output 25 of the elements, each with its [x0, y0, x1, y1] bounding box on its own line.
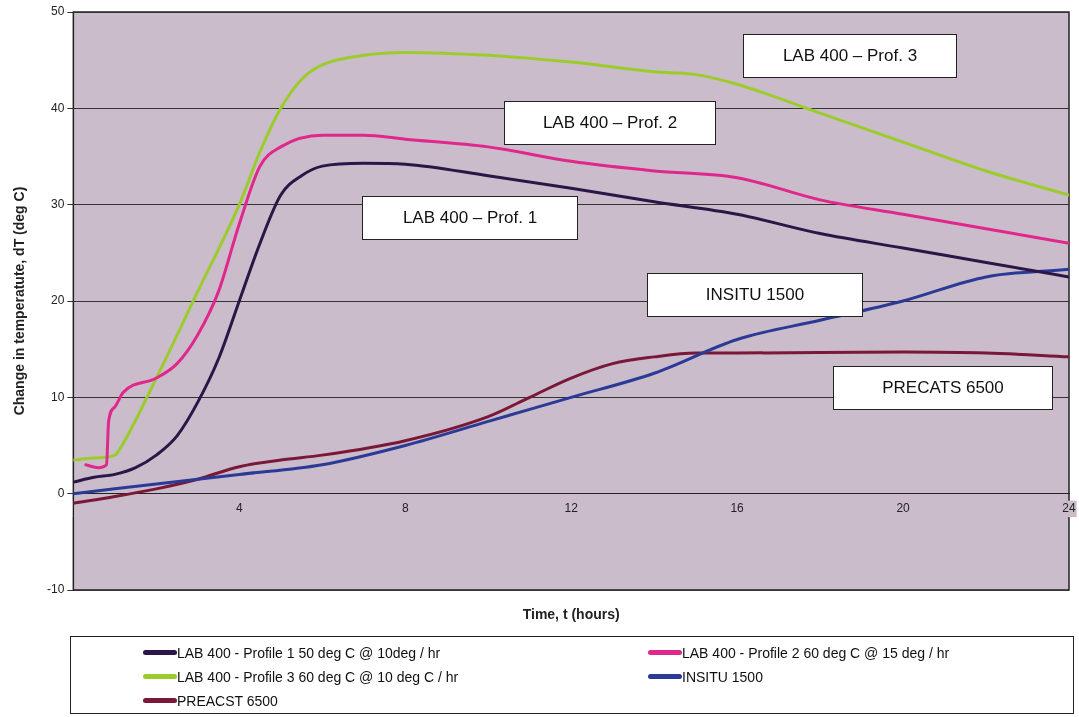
x-tick-label: 4 [235, 501, 243, 516]
y-tick-label: 0 [57, 485, 65, 500]
x-axis-title: Time, t (hours) [522, 605, 620, 622]
x-tick-label: 20 [896, 501, 911, 516]
note-box: LAB 400 – Prof. 3 [743, 34, 957, 78]
legend-label: LAB 400 - Profile 2 60 deg C @ 15 deg / hr [682, 644, 950, 661]
y-tick-label: 10 [50, 389, 65, 404]
x-tick-label: 24 [1062, 501, 1076, 516]
note-box: PRECATS 6500 [833, 366, 1053, 410]
legend-label: PREACST 6500 [177, 692, 278, 709]
x-tick-label: 8 [401, 501, 409, 516]
y-tick-label: 50 [50, 4, 65, 19]
x-tick-label: 16 [730, 501, 745, 516]
legend-label: INSITU 1500 [682, 668, 763, 685]
legend-label: LAB 400 - Profile 1 50 deg C @ 10deg / hr [177, 644, 441, 661]
note-box: INSITU 1500 [647, 273, 863, 317]
y-axis-title: Change in temperatute, dT (deg C) [10, 186, 27, 416]
y-tick-label: 20 [50, 293, 65, 308]
x-tick-label: 12 [564, 501, 579, 516]
legend-label: LAB 400 - Profile 3 60 deg C @ 10 deg C / hr [177, 668, 459, 685]
y-tick-label: -10 [47, 582, 65, 597]
note-box: LAB 400 – Prof. 2 [504, 101, 716, 145]
note-box: LAB 400 – Prof. 1 [362, 196, 578, 240]
y-tick-label: 40 [50, 100, 65, 115]
y-tick-label: 30 [50, 196, 65, 211]
